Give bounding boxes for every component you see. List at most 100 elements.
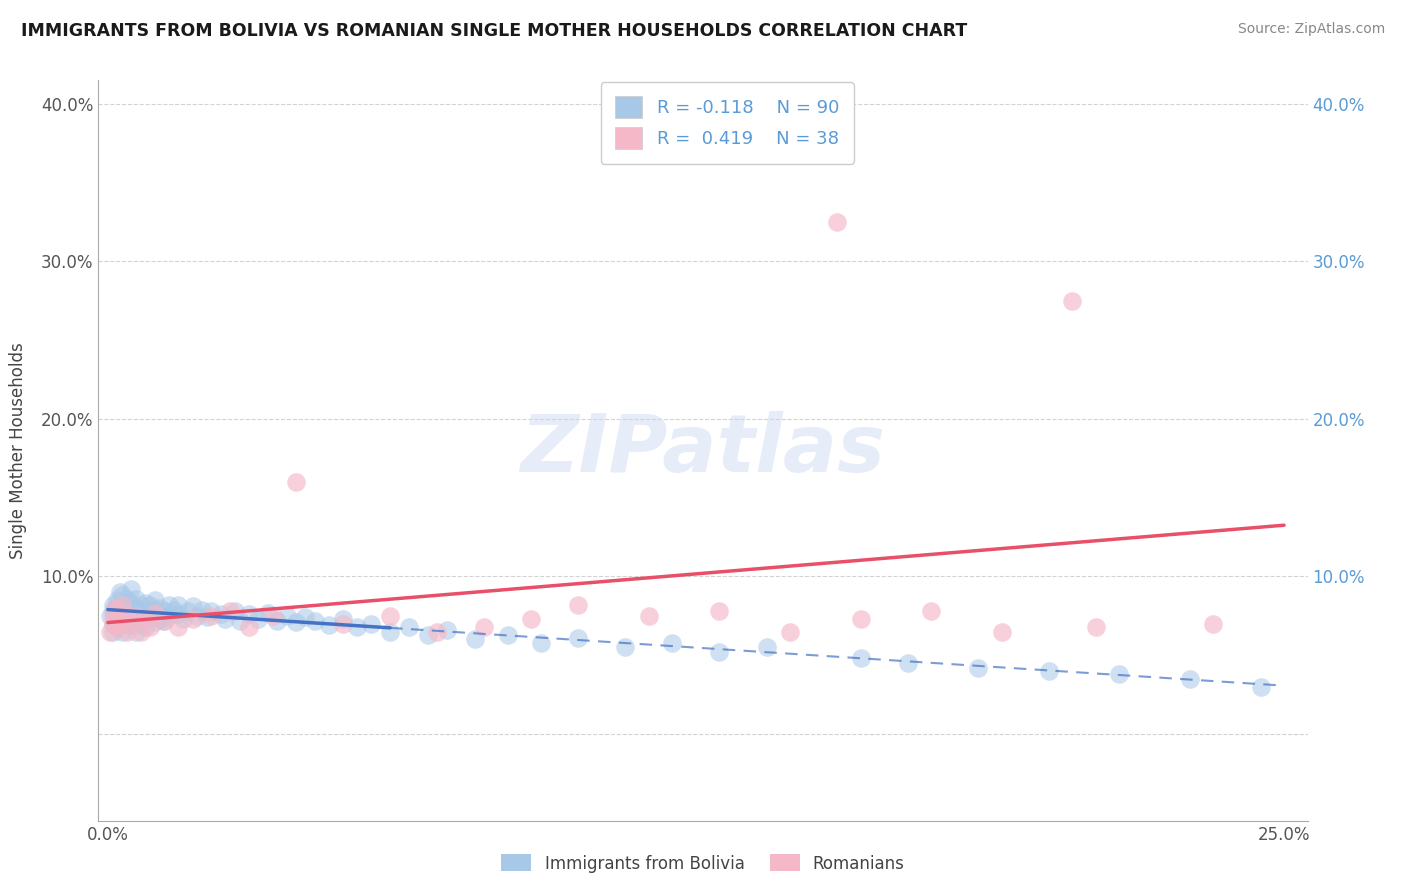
Point [134, 596, 156, 610]
Point [378, 608, 401, 623]
Point [378, 624, 401, 639]
Point [125, 591, 148, 606]
Point [112, 598, 135, 612]
Point [346, 620, 368, 634]
Point [416, 628, 439, 642]
Point [276, 608, 298, 623]
Point [104, 601, 127, 615]
Point [129, 598, 152, 612]
Point [436, 623, 458, 637]
Point [134, 612, 156, 626]
Point [101, 616, 124, 631]
Point [143, 593, 166, 607]
Point [98, 608, 121, 623]
Point [530, 635, 553, 649]
Point [139, 607, 162, 622]
Point [115, 608, 138, 623]
Point [101, 608, 124, 623]
Point [238, 620, 260, 634]
Point [120, 582, 142, 596]
Point [105, 614, 128, 628]
Legend: Immigrants from Bolivia, Romanians: Immigrants from Bolivia, Romanians [495, 847, 911, 880]
Point [125, 624, 148, 639]
Point [920, 604, 942, 618]
Point [755, 640, 778, 655]
Text: IMMIGRANTS FROM BOLIVIA VS ROMANIAN SINGLE MOTHER HOUSEHOLDS CORRELATION CHART: IMMIGRANTS FROM BOLIVIA VS ROMANIAN SING… [21, 22, 967, 40]
Point [167, 620, 190, 634]
Point [266, 614, 288, 628]
Point [167, 607, 190, 622]
Point [125, 612, 148, 626]
Point [567, 598, 589, 612]
Text: ZIPatlas: ZIPatlas [520, 411, 886, 490]
Point [105, 604, 128, 618]
Point [779, 624, 801, 639]
Point [115, 624, 138, 639]
Point [111, 601, 134, 615]
Point [143, 606, 166, 620]
Point [294, 610, 316, 624]
Point [238, 607, 260, 622]
Point [149, 601, 172, 615]
Point [181, 612, 204, 626]
Point [967, 661, 990, 675]
Point [897, 656, 920, 670]
Point [153, 614, 176, 628]
Y-axis label: Single Mother Households: Single Mother Households [10, 343, 27, 558]
Point [101, 604, 124, 618]
Point [120, 618, 142, 632]
Point [153, 614, 176, 628]
Point [157, 608, 180, 623]
Point [111, 610, 134, 624]
Point [849, 651, 872, 665]
Point [1178, 672, 1201, 686]
Point [120, 596, 142, 610]
Point [125, 601, 148, 615]
Point [318, 618, 340, 632]
Point [105, 607, 128, 622]
Point [1038, 664, 1060, 678]
Point [143, 615, 166, 629]
Point [101, 598, 124, 612]
Point [1062, 293, 1084, 308]
Point [567, 631, 589, 645]
Point [304, 614, 326, 628]
Point [825, 215, 848, 229]
Point [163, 602, 186, 616]
Point [1084, 620, 1107, 634]
Point [1202, 616, 1225, 631]
Point [111, 614, 134, 628]
Point [111, 598, 134, 612]
Point [247, 612, 270, 626]
Point [472, 620, 495, 634]
Point [177, 604, 200, 618]
Point [661, 635, 683, 649]
Point [111, 588, 134, 602]
Point [191, 602, 214, 616]
Point [118, 608, 141, 623]
Point [200, 604, 222, 618]
Point [464, 632, 486, 647]
Point [638, 608, 661, 623]
Point [285, 475, 308, 489]
Point [1108, 667, 1130, 681]
Point [153, 604, 176, 618]
Point [398, 620, 420, 634]
Point [195, 610, 218, 624]
Point [134, 620, 156, 634]
Point [209, 607, 232, 622]
Point [332, 616, 354, 631]
Point [129, 624, 152, 639]
Point [120, 606, 142, 620]
Point [101, 616, 124, 631]
Point [167, 598, 190, 612]
Text: Source: ZipAtlas.com: Source: ZipAtlas.com [1237, 22, 1385, 37]
Point [228, 614, 250, 628]
Point [125, 608, 148, 623]
Point [143, 602, 166, 616]
Point [181, 599, 204, 614]
Point [105, 620, 128, 634]
Point [129, 616, 152, 631]
Legend: R = -0.118    N = 90, R =  0.419    N = 38: R = -0.118 N = 90, R = 0.419 N = 38 [600, 82, 853, 164]
Point [614, 640, 637, 655]
